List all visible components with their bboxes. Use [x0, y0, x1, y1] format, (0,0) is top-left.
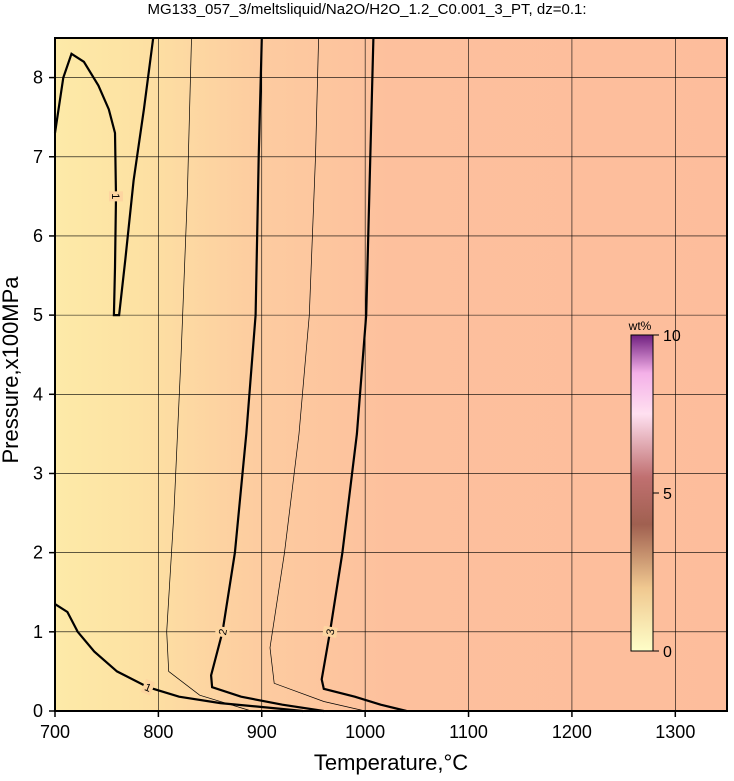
y-tick-label: 3: [33, 463, 43, 483]
y-tick-label: 4: [33, 384, 43, 404]
contour-label-bg: [322, 625, 338, 638]
y-tick-label: 0: [33, 701, 43, 721]
contour-label-bg: [108, 191, 123, 202]
x-tick-label: 800: [143, 722, 173, 742]
x-tick-label: 1100: [449, 722, 488, 742]
contour-line: [269, 37, 366, 712]
contour-label: 3: [325, 628, 338, 636]
contour-label: 2: [217, 628, 230, 636]
colorbar-tick-label: 5: [663, 486, 672, 503]
y-tick-label: 5: [33, 305, 43, 325]
contour-line: [54, 603, 304, 713]
plot-frame: [54, 37, 728, 712]
contour-label: 1: [109, 193, 121, 199]
chart-title: MG133_057_3/meltsliquid/Na2O/H2O_1.2_C0.…: [147, 1, 586, 18]
x-tick-label: 1200: [552, 722, 592, 742]
colorbar-tick-label: 0: [663, 644, 672, 661]
colorbar: [630, 334, 654, 652]
y-tick-label: 8: [33, 68, 43, 88]
y-axis-label: Pressure,x100MPa: [0, 276, 23, 464]
colorbar-tick-label: 10: [663, 328, 681, 345]
y-tick-label: 1: [33, 622, 43, 642]
contour-label: 1: [143, 681, 153, 694]
plot-background: [55, 38, 727, 711]
contour-label-bg: [140, 678, 156, 696]
contours: 1 1 2 3: [53, 37, 407, 713]
contour-label-bg: [214, 625, 231, 639]
x-tick-label: 700: [40, 722, 70, 742]
x-tick-label: 1000: [345, 722, 385, 742]
y-tick-label: 6: [33, 226, 43, 246]
grid: [54, 38, 727, 712]
y-tick-label: 2: [33, 543, 43, 563]
x-tick-label: 1300: [655, 722, 695, 742]
x-axis-label: Temperature,°C: [314, 750, 468, 775]
x-tick-label: 900: [247, 722, 277, 742]
colorbar-label: wt%: [628, 319, 652, 333]
contour-line: [166, 37, 252, 712]
y-tick-label: 7: [33, 147, 43, 167]
